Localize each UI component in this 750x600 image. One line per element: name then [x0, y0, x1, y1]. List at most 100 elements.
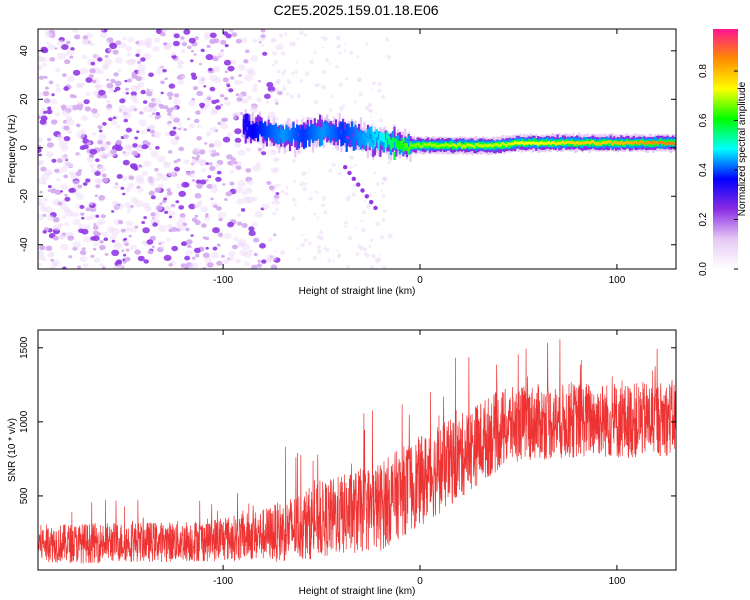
signal-track-cell: [395, 139, 398, 148]
noise-blob: [155, 219, 161, 224]
signal-track-cell: [574, 142, 577, 146]
noise-blob: [191, 217, 198, 222]
noise-blob: [286, 92, 290, 96]
noise-blob: [89, 42, 95, 47]
noise-blob: [168, 150, 173, 154]
noise-blob: [264, 93, 271, 100]
signal-track-cell: [650, 141, 653, 145]
noise-blob: [284, 192, 288, 196]
noise-blob: [211, 66, 221, 73]
signal-track-cell: [526, 141, 529, 145]
noise-blob: [67, 76, 75, 82]
noise-blob: [209, 165, 216, 171]
noise-blob: [371, 253, 376, 259]
signal-track-cell: [673, 139, 676, 146]
noise-blob: [205, 179, 209, 182]
noise-blob: [38, 250, 45, 256]
noise-blob: [155, 177, 161, 182]
noise-blob: [207, 175, 212, 179]
signal-track-cell: [296, 136, 299, 141]
noise-blob: [141, 144, 149, 150]
noise-blob: [280, 51, 286, 56]
signal-track-cell: [450, 141, 453, 147]
noise-blob: [135, 41, 140, 45]
noise-blob: [322, 46, 325, 49]
noise-blob: [283, 69, 287, 73]
noise-blob: [318, 230, 324, 235]
signal-track-cell: [251, 124, 254, 129]
noise-blob: [43, 110, 48, 114]
signal-track-cell: [313, 125, 316, 134]
noise-blob: [274, 88, 279, 93]
signal-track-cell: [639, 140, 642, 143]
noise-blob: [356, 55, 360, 59]
noise-blob: [216, 243, 221, 247]
noise-blob: [64, 209, 74, 217]
noise-blob: [369, 264, 374, 269]
noise-blob: [265, 100, 270, 104]
noise-blob: [294, 70, 298, 74]
noise-blob: [322, 195, 326, 200]
noise-blob: [117, 68, 122, 73]
signal-track-cell: [560, 141, 563, 145]
signal-track-cell: [561, 140, 564, 144]
noise-blob: [170, 203, 176, 208]
signal-track-cell: [547, 141, 550, 147]
noise-blob: [92, 79, 97, 84]
noise-blob: [103, 237, 109, 241]
signal-track-cell: [620, 140, 623, 144]
signal-track-cell: [303, 135, 306, 149]
colorbar: 0.0 0.2 0.4 0.6 0.8 Normalized spectral ampl…: [698, 29, 748, 276]
noise-blob: [289, 42, 294, 47]
noise-blob: [79, 255, 88, 263]
noise-blob: [136, 177, 145, 185]
signal-track-cell: [576, 141, 579, 147]
noise-blob: [332, 147, 335, 150]
signal-track-cell: [326, 121, 329, 135]
noise-blob: [181, 241, 187, 246]
noise-blob: [38, 177, 47, 185]
noise-blob: [284, 32, 288, 36]
noise-blob: [354, 164, 357, 167]
noise-blob: [166, 107, 173, 113]
noise-blob: [167, 210, 176, 217]
noise-blob: [270, 149, 275, 153]
noise-blob: [387, 160, 392, 165]
noise-blob: [177, 59, 184, 65]
noise-blob: [255, 162, 262, 167]
spectrogram-x-label: Height of straight line (km): [299, 286, 416, 297]
signal-track-cell: [327, 133, 331, 138]
noise-blob: [217, 232, 223, 237]
signal-track-cell: [414, 144, 417, 148]
signal-track-cell: [402, 144, 405, 153]
noise-blob: [239, 112, 244, 115]
noise-blob: [197, 200, 203, 205]
signal-track-cell: [496, 143, 499, 147]
signal-track-cell: [324, 127, 327, 132]
noise-blob: [102, 65, 109, 71]
noise-blob: [60, 104, 67, 110]
noise-blob: [275, 192, 280, 196]
noise-blob: [90, 254, 95, 258]
noise-blob: [218, 217, 223, 222]
signal-track-cell: [386, 135, 389, 140]
noise-blob: [151, 245, 155, 249]
noise-blob: [114, 86, 121, 91]
noise-blob: [266, 254, 275, 261]
noise-blob: [141, 171, 149, 177]
noise-blob: [234, 79, 241, 86]
noise-blob: [220, 39, 227, 45]
signal-track-cell: [599, 139, 602, 146]
signal-track-cell: [629, 141, 632, 145]
noise-blob: [223, 59, 232, 66]
noise-blob: [55, 87, 62, 93]
noise-blob: [267, 237, 273, 242]
signal-track-cell: [455, 144, 458, 148]
signal-track-cell: [373, 134, 377, 139]
signal-track-cell: [627, 141, 630, 144]
noise-blob: [343, 165, 348, 170]
noise-blob: [275, 102, 279, 105]
signal-track-cell: [501, 141, 504, 145]
noise-blob: [347, 170, 352, 176]
noise-blob: [40, 166, 47, 172]
